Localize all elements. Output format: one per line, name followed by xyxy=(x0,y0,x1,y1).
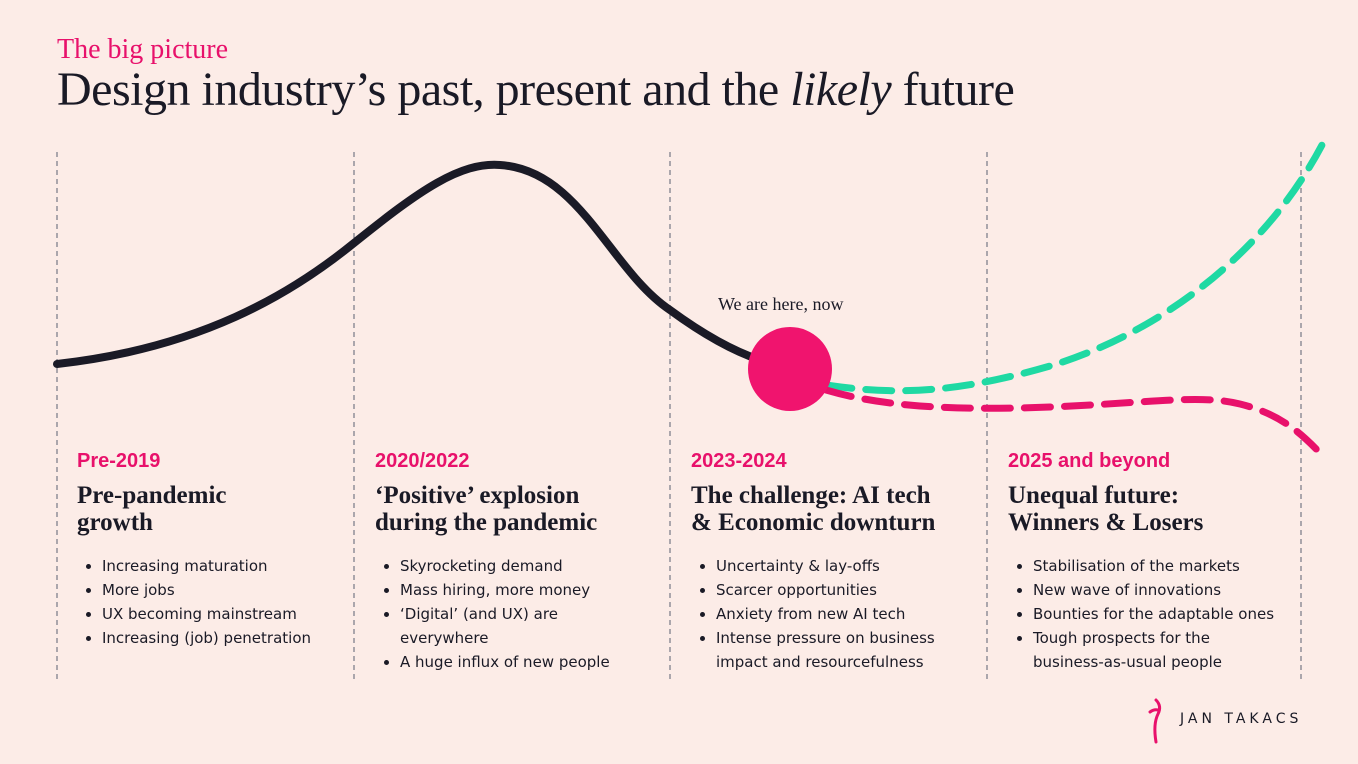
winners-curve xyxy=(822,141,1326,395)
bullet-list: Stabilisation of the marketsNew wave of … xyxy=(1008,554,1278,674)
heading: Pre-pandemic growth xyxy=(77,482,347,536)
bullet: Increasing maturation xyxy=(102,554,347,578)
period: 2020/2022 xyxy=(375,450,470,472)
heading-line: Winners & Losers xyxy=(1008,509,1204,536)
column: 2020/2022 ‘Positive’ explosion during the … xyxy=(375,450,645,674)
title-text: Design industry’s past, present and the xyxy=(57,63,791,116)
period: 2025 and beyond xyxy=(1008,450,1171,472)
bullet-list: Skyrocketing demandMass hiring, more mon… xyxy=(375,554,645,674)
bullet: Anxiety from new AI tech xyxy=(716,602,961,626)
bullet: New wave of innovations xyxy=(1033,578,1278,602)
bullet: Mass hiring, more money xyxy=(400,578,645,602)
bullet: Increasing (job) penetration xyxy=(102,626,347,650)
bullet-list: Uncertainty & lay-offsScarcer opportunit… xyxy=(691,554,961,674)
heading: The challenge: AI tech & Economic downtur… xyxy=(691,482,961,536)
bullet: Stabilisation of the markets xyxy=(1033,554,1278,578)
title-text: future xyxy=(891,63,1015,116)
bullet: Bounties for the adaptable ones xyxy=(1033,602,1278,626)
heading: Unequal future: Winners & Losers xyxy=(1008,482,1278,536)
period: Pre-2019 xyxy=(77,450,161,472)
brand-logo xyxy=(1148,698,1162,744)
brand: JAN TAKACS xyxy=(1180,711,1303,727)
heading-line: during the pandemic xyxy=(375,509,598,536)
period: 2023-2024 xyxy=(691,450,787,472)
bullet: Tough prospects for the business-as-usua… xyxy=(1033,626,1278,674)
heading-line: & Economic downturn xyxy=(691,509,936,536)
bullet: Uncertainty & lay-offs xyxy=(716,554,961,578)
title: Design industry’s past, present and the … xyxy=(57,62,1015,117)
bullet: Skyrocketing demand xyxy=(400,554,645,578)
past-curve xyxy=(53,160,764,368)
column: 2023-2024 The challenge: AI tech & Economi… xyxy=(691,450,961,674)
title-emphasis: likely xyxy=(790,63,892,116)
bullet: More jobs xyxy=(102,578,347,602)
losers-curve xyxy=(822,386,1326,459)
heading-line: ‘Positive’ explosion xyxy=(375,482,580,509)
heading-line: Pre-pandemic xyxy=(77,482,227,509)
heading: ‘Positive’ explosion during the pandemic xyxy=(375,482,645,536)
bullet: ‘Digital’ (and UX) are everywhere xyxy=(400,602,645,650)
bullet: A huge influx of new people xyxy=(400,650,645,674)
column: 2025 and beyond Unequal future: Winners & … xyxy=(1008,450,1278,674)
now-marker xyxy=(748,327,832,411)
bullet: Intense pressure on business impact and … xyxy=(716,626,961,674)
heading-line: Unequal future: xyxy=(1008,482,1180,509)
bullet: Scarcer opportunities xyxy=(716,578,961,602)
annotation: We are here, now xyxy=(718,294,844,314)
heading-line: growth xyxy=(77,509,153,536)
bullet-list: Increasing maturationMore jobsUX becomin… xyxy=(77,554,347,650)
bullet: UX becoming mainstream xyxy=(102,602,347,626)
kicker: The big picture xyxy=(57,34,229,65)
heading-line: The challenge: AI tech xyxy=(691,482,931,509)
